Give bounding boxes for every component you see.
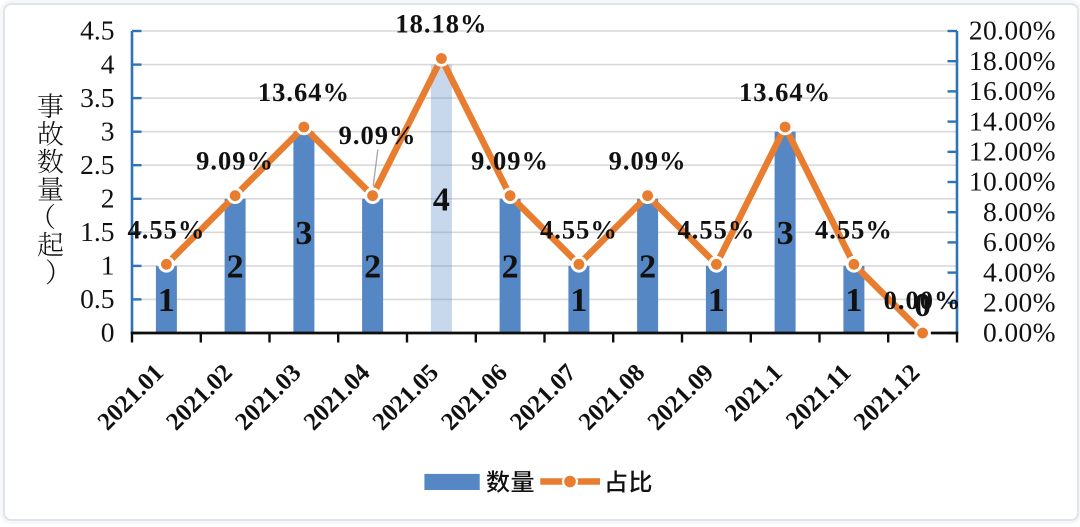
svg-text:9.09%: 9.09%	[339, 120, 417, 150]
svg-text:0.00%: 0.00%	[884, 285, 962, 315]
svg-text:4.5: 4.5	[80, 15, 114, 46]
svg-text:13.64%: 13.64%	[739, 77, 831, 107]
svg-text:4.55%: 4.55%	[127, 214, 205, 244]
svg-text:3: 3	[295, 215, 312, 252]
svg-text:2021.05: 2021.05	[368, 359, 445, 436]
svg-text:0.5: 0.5	[80, 283, 114, 314]
svg-text:6.00%: 6.00%	[983, 226, 1056, 257]
svg-text:10.00%: 10.00%	[969, 166, 1056, 197]
svg-text:2021.03: 2021.03	[230, 359, 307, 436]
svg-text:3: 3	[101, 115, 115, 146]
svg-text:1: 1	[570, 282, 587, 319]
svg-text:20.00%: 20.00%	[969, 15, 1056, 46]
svg-text:13.64%: 13.64%	[258, 77, 350, 107]
svg-text:0: 0	[101, 317, 115, 348]
svg-text:2021.1: 2021.1	[720, 359, 788, 427]
svg-text:1: 1	[101, 250, 115, 281]
svg-text:14.00%: 14.00%	[969, 105, 1056, 136]
svg-text:2.5: 2.5	[80, 149, 114, 180]
svg-text:4.55%: 4.55%	[677, 214, 755, 244]
svg-text:2021.09: 2021.09	[643, 359, 720, 436]
svg-text:2: 2	[101, 183, 115, 214]
svg-text:1.5: 1.5	[80, 216, 114, 247]
svg-text:2021.02: 2021.02	[161, 359, 238, 436]
svg-text:9.09%: 9.09%	[471, 146, 549, 176]
svg-text:2.00%: 2.00%	[983, 287, 1056, 318]
svg-text:4.00%: 4.00%	[983, 256, 1056, 287]
svg-text:3.5: 3.5	[80, 82, 114, 113]
svg-text:2021.07: 2021.07	[505, 359, 582, 436]
svg-text:0.00%: 0.00%	[983, 317, 1056, 348]
svg-text:2021.11: 2021.11	[781, 359, 857, 435]
svg-text:8.00%: 8.00%	[983, 196, 1056, 227]
svg-text:2021.08: 2021.08	[574, 359, 651, 436]
svg-text:18.18%: 18.18%	[395, 9, 487, 39]
svg-text:4.55%: 4.55%	[815, 214, 893, 244]
svg-text:12.00%: 12.00%	[969, 136, 1056, 167]
svg-text:4: 4	[101, 48, 115, 79]
svg-text:16.00%: 16.00%	[969, 75, 1056, 106]
svg-text:2: 2	[502, 249, 519, 286]
svg-text:2: 2	[639, 249, 656, 286]
svg-text:9.09%: 9.09%	[196, 146, 274, 176]
svg-text:3: 3	[777, 215, 794, 252]
svg-text:0: 0	[914, 287, 931, 324]
svg-text:1: 1	[845, 282, 862, 319]
svg-text:2021.06: 2021.06	[436, 359, 513, 436]
svg-text:2: 2	[227, 249, 244, 286]
svg-text:2: 2	[364, 249, 381, 286]
svg-text:2021.12: 2021.12	[849, 359, 926, 436]
svg-text:18.00%: 18.00%	[969, 45, 1056, 76]
svg-text:9.09%: 9.09%	[609, 146, 687, 176]
svg-text:1: 1	[158, 282, 175, 319]
svg-text:2021.01: 2021.01	[93, 359, 170, 436]
svg-text:4.55%: 4.55%	[540, 214, 618, 244]
svg-text:1: 1	[708, 282, 725, 319]
svg-text:2021.04: 2021.04	[299, 359, 376, 436]
svg-text:4: 4	[433, 181, 450, 218]
